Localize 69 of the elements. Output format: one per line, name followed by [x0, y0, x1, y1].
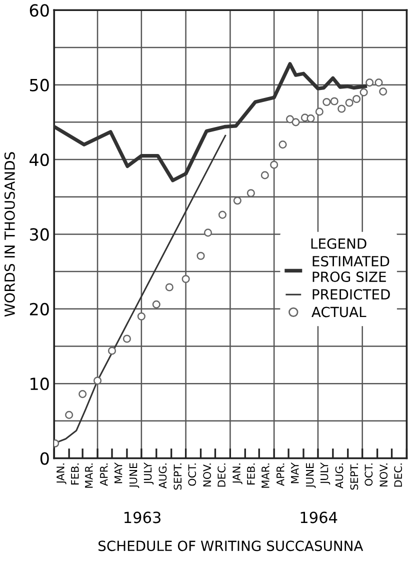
x-tick-label: APR. [276, 464, 284, 486]
x-tick-label: MAR. [85, 464, 93, 488]
point [233, 196, 242, 205]
y-tick-label: 30 [30, 228, 49, 241]
y-tick-label: 50 [30, 78, 49, 92]
point [78, 390, 87, 398]
x-tick-label: SEPT. [174, 464, 182, 490]
point [182, 274, 190, 284]
text: 1964 [300, 512, 338, 524]
point [330, 97, 338, 106]
point [379, 88, 388, 96]
point [65, 410, 74, 419]
x-tick-label: MAR. [262, 464, 270, 488]
x-tick-label: DEC. [218, 464, 226, 487]
point [246, 189, 255, 198]
x-tick-label: NOV. [380, 464, 388, 486]
x-tick-label: MAY [114, 462, 122, 484]
point [122, 334, 131, 343]
point [137, 312, 146, 320]
x-tick-label: AUG. [335, 464, 344, 488]
point [108, 346, 116, 355]
point [360, 88, 368, 96]
point [278, 140, 287, 149]
y-tick-label: 20 [30, 302, 49, 316]
legend-label: PREDICTED [312, 289, 390, 300]
x-tick-label: MAY [291, 462, 299, 484]
x-tick-label: AUG. [158, 464, 167, 488]
point [152, 300, 160, 308]
point [338, 104, 346, 113]
y-tick-label: 40 [30, 153, 49, 166]
x-tick-label: OCT. [364, 464, 373, 486]
y-tick-label: 60 [30, 4, 49, 17]
legend-label: ACTUAL [312, 306, 366, 318]
x-tick-label: APR. [100, 464, 108, 486]
point [292, 118, 300, 126]
x-tick-label: JULY [320, 462, 330, 484]
y-tick-label: 10 [30, 378, 49, 390]
y-tick-label: 0 [40, 452, 49, 465]
text: 1963 [124, 512, 160, 524]
x-tick-label: SEPT. [350, 464, 358, 490]
x-tick-label: FEB. [71, 464, 79, 484]
legend-title: LEGEND [311, 238, 366, 249]
point [374, 78, 383, 87]
point [196, 252, 205, 260]
y-axis-title: WORDS IN THOUSANDS [4, 152, 15, 317]
x-tick-label: JAN. [56, 464, 66, 484]
point [352, 94, 361, 104]
x-tick-label: FEB. [247, 464, 255, 484]
x-tick-label: DEC. [394, 464, 402, 487]
x-tick-label: NOV. [203, 464, 212, 486]
point [94, 376, 102, 385]
point [204, 228, 212, 237]
point [218, 210, 226, 219]
point [270, 160, 278, 169]
x-tick-label: JAN. [232, 464, 242, 484]
point [322, 98, 331, 106]
point [165, 283, 174, 292]
point [260, 171, 269, 180]
point [315, 108, 324, 116]
point [286, 115, 294, 124]
x-tick-label: OCT. [188, 464, 196, 486]
x-tick-label: JUNE [306, 463, 316, 488]
x-tick-label: JULY [144, 462, 154, 484]
legend-label: ESTIMATED PROG SIZE [312, 256, 390, 282]
point [345, 98, 354, 107]
x-axis-title: SCHEDULE OF WRITING SUCCASUNNA [98, 540, 364, 552]
point [366, 78, 374, 87]
x-tick-label: JUNE [129, 463, 140, 488]
point [306, 114, 315, 122]
